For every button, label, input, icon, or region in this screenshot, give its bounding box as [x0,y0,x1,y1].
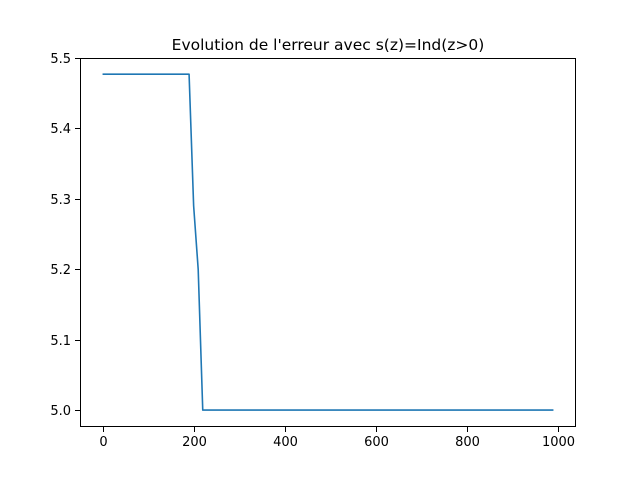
series-layer [102,73,554,411]
y-tick-label: 5.1 [50,334,71,349]
x-tick-label: 800 [455,435,480,450]
series-line-0 [102,73,554,411]
plot-frame [80,58,576,427]
x-tick-label: 600 [364,435,389,450]
y-tick-label: 5.0 [50,404,71,419]
chart-title: Evolution de l'erreur avec s(z)=Ind(z>0) [172,36,485,54]
x-tick-label: 200 [182,435,207,450]
x-tick-label: 0 [99,435,107,450]
x-axis-ticks: 0 200 400 600 800 1000 [99,427,575,450]
y-tick-label: 5.5 [50,52,71,67]
y-tick-label: 5.4 [50,122,71,137]
y-axis-ticks: 5.0 5.1 5.2 5.3 5.4 5.5 [50,52,80,419]
x-tick-label: 1000 [542,435,575,450]
y-tick-label: 5.2 [50,263,71,278]
y-tick-label: 5.3 [50,193,71,208]
x-tick-label: 400 [273,435,298,450]
